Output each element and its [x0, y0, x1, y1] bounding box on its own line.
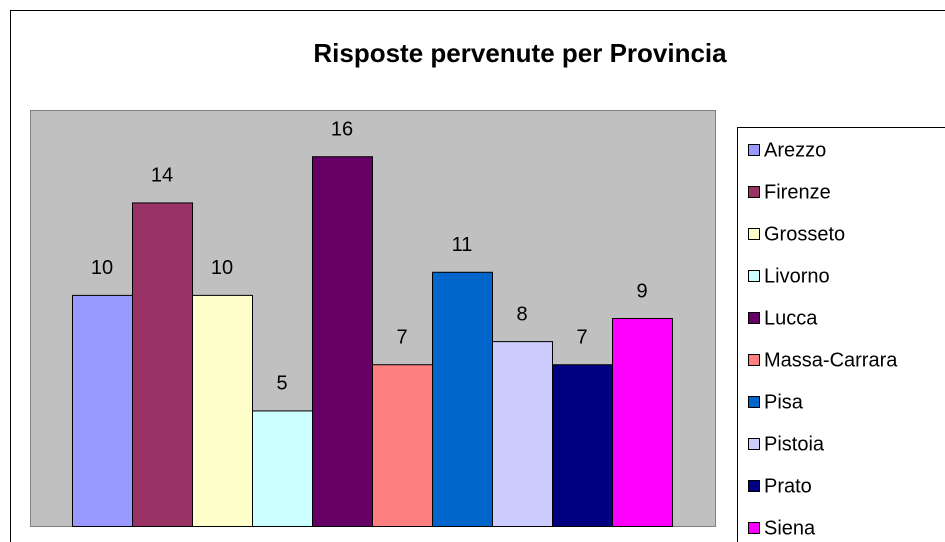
data-label: 8	[516, 303, 527, 325]
legend-swatch	[748, 438, 760, 450]
data-label: 10	[91, 257, 113, 279]
data-label: 7	[576, 327, 587, 349]
legend-label: Siena	[764, 517, 816, 539]
legend-label: Pistoia	[764, 433, 825, 455]
bar	[132, 202, 193, 527]
legend-swatch	[748, 312, 760, 324]
data-label: 16	[331, 119, 353, 141]
legend-swatch	[748, 144, 760, 156]
legend-label: Massa-Carrara	[764, 349, 898, 371]
chart-title: Risposte pervenute per Provincia	[313, 38, 727, 68]
bar	[72, 294, 133, 527]
legend-swatch	[748, 270, 760, 282]
legend-swatch	[748, 228, 760, 240]
legend-label: Pisa	[764, 391, 804, 413]
legend-swatch	[748, 480, 760, 492]
bar	[432, 271, 493, 527]
legend-swatch	[748, 186, 760, 198]
data-label: 7	[396, 327, 407, 349]
legend-swatch	[748, 522, 760, 534]
data-label: 14	[151, 165, 173, 187]
legend-label: Arezzo	[764, 139, 826, 161]
legend-label: Firenze	[764, 181, 831, 203]
data-label: 5	[276, 373, 287, 395]
bar	[492, 341, 553, 527]
data-label: 10	[211, 257, 233, 279]
data-label: 9	[636, 280, 647, 302]
bar	[312, 156, 373, 527]
bar	[612, 318, 673, 527]
legend-swatch	[748, 396, 760, 408]
legend	[737, 127, 945, 542]
legend-label: Lucca	[764, 307, 818, 329]
legend-label: Livorno	[764, 265, 830, 287]
bar	[372, 364, 433, 527]
legend-label: Prato	[764, 475, 812, 497]
bar	[552, 364, 613, 527]
legend-label: Grosseto	[764, 223, 845, 245]
data-label: 11	[452, 234, 473, 256]
bar	[192, 294, 253, 527]
bar	[252, 410, 313, 528]
legend-swatch	[748, 354, 760, 366]
